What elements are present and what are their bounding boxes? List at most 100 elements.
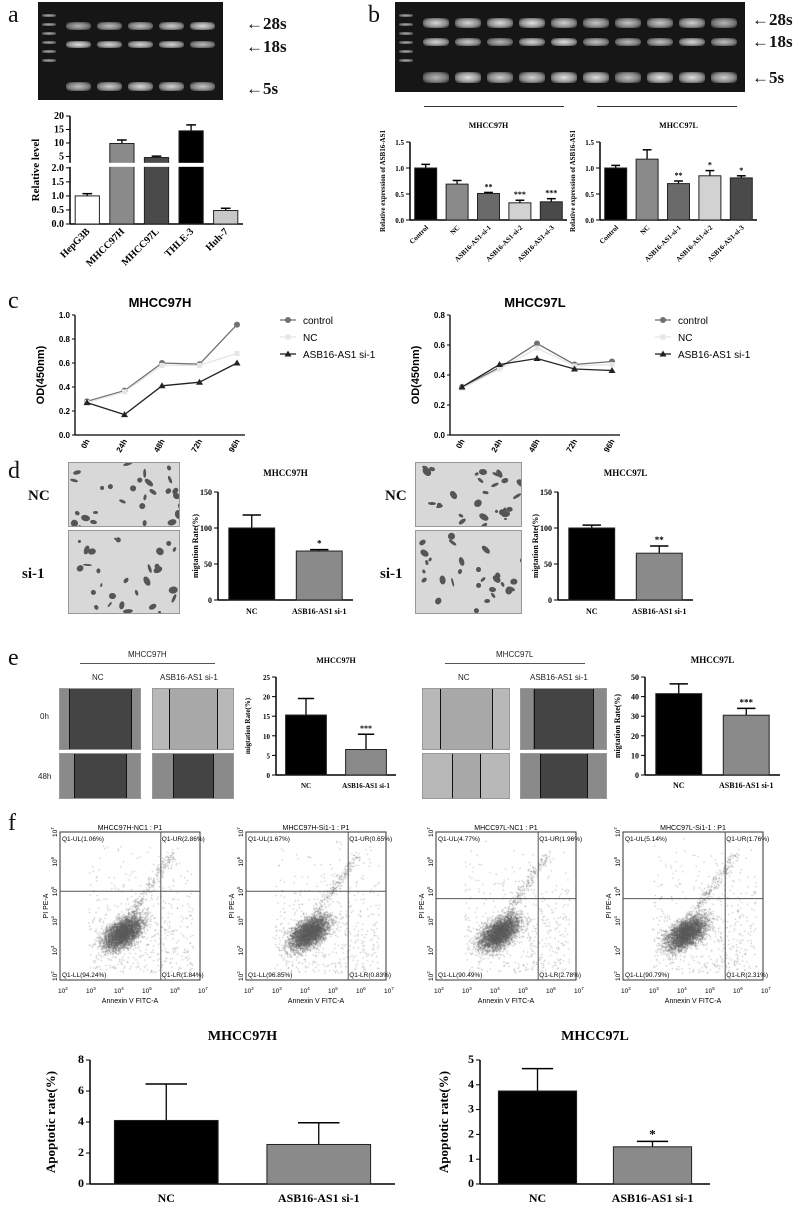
x-tick-label: 107 [198, 986, 208, 995]
y-tick-label: 50 [204, 560, 212, 569]
cell [438, 575, 446, 586]
wound-edge-line [169, 689, 170, 749]
y-tick-label: 0.8 [59, 335, 71, 344]
rna-gel-image-b [395, 2, 745, 92]
rna-band [128, 82, 153, 92]
cell [108, 592, 116, 599]
wound-edge-line [452, 754, 454, 798]
wound-edge-line [126, 754, 127, 798]
bar-NC [655, 693, 703, 776]
col-label-nc: NC [458, 673, 470, 682]
x-tick-label: 104 [114, 986, 124, 995]
x-tick-label: 103 [86, 986, 96, 995]
cell [122, 576, 130, 584]
legend-label: control [303, 316, 333, 327]
rna-band [97, 82, 122, 92]
panel-letter-c: c [8, 288, 19, 314]
data-point [197, 362, 202, 368]
x-tick-label: NC [639, 224, 652, 237]
y-tick-label: 10 [631, 751, 639, 760]
x-tick-label: 106 [356, 986, 366, 995]
legend-marker [285, 334, 291, 340]
y-tick-label: 105 [236, 886, 245, 896]
bar-HepG3B [74, 195, 100, 225]
x-tick-label: 72h [565, 437, 580, 454]
cell [164, 539, 172, 547]
y-tick-label: 20 [54, 111, 64, 122]
cell [166, 517, 178, 526]
cell [142, 520, 147, 526]
chart-title: MHCC97H [469, 121, 509, 130]
rna-band [519, 38, 545, 46]
x-tick-label: 107 [761, 986, 771, 995]
cell [90, 589, 98, 597]
x-tick-label: 0h [454, 437, 467, 450]
x-tick-label: 107 [384, 986, 394, 995]
x-tick-label: NC [673, 781, 685, 790]
cell-line-label: MHCC97L [496, 650, 534, 659]
group-line [597, 106, 737, 107]
y-axis-label: OD(450nm) [410, 345, 422, 404]
legend-label: ASB16-AS1 si-1 [678, 350, 751, 361]
data-point [608, 367, 616, 373]
y-tick-label: 50 [544, 560, 552, 569]
cell [129, 484, 138, 493]
x-tick-label: 107 [574, 986, 584, 995]
chart-transwell-mhcc97l: MHCC97L migtation Rate(%) 0 50 100 150 NC ** ASB… [531, 468, 693, 616]
ladder-band [42, 14, 56, 17]
x-tick-label: NC [586, 607, 598, 616]
chart-cck8-mhcc97h: MHCC97H OD(450nm) 0.0 0.2 0.4 0.6 0.8 1.0 0h 24h 4… [35, 295, 376, 454]
cell [448, 489, 459, 501]
ladder-band [42, 59, 56, 62]
data-point [609, 362, 615, 367]
chart-title: MHCC97H [129, 295, 192, 310]
wound-image [422, 753, 510, 799]
gel-label-28s: ←28s [752, 10, 793, 29]
wound-edge-line [131, 689, 133, 749]
data-point [534, 345, 540, 351]
x-tick-label: 105 [328, 986, 338, 995]
rna-band [711, 72, 737, 84]
cell [457, 556, 466, 568]
y-tick-label: 0.4 [59, 383, 71, 392]
x-tick-label: ASB16-AS1 si-1 [292, 607, 346, 616]
gel-label-5s: ←5s [752, 68, 785, 87]
rna-band [583, 18, 609, 29]
y-tick-label: 107 [426, 827, 435, 837]
cell [173, 509, 179, 520]
cell [428, 557, 433, 563]
y-tick-label: 104 [613, 916, 622, 926]
row-label-si1: si-1 [22, 566, 45, 582]
x-tick-label: 104 [300, 986, 310, 995]
bar-ASB16-AS1 si-1 [295, 550, 343, 601]
data-point [158, 382, 166, 389]
significance-label: * [649, 1126, 656, 1141]
cell [424, 560, 429, 566]
rna-band [519, 18, 545, 29]
data-point [458, 383, 466, 390]
y-tick-label: 0.0 [59, 431, 71, 440]
y-tick-label: 104 [236, 916, 245, 926]
rna-band [190, 21, 215, 30]
cell [171, 593, 177, 603]
flow-cytometry-plot: MHCC97H-NC1 : P1Q1-UL(1.06%)Q1-UR(2.86%)… [42, 822, 227, 1010]
x-tick-label: Control [408, 224, 430, 246]
legend-marker [660, 317, 666, 323]
y-tick-label: 1.5 [52, 177, 65, 188]
data-point [234, 321, 240, 328]
y-tick-label: 1.0 [395, 165, 404, 173]
rna-band [551, 18, 577, 29]
cell [457, 568, 463, 575]
cell [87, 547, 97, 556]
x-tick-label: NC [449, 224, 462, 237]
cell [483, 598, 491, 604]
y-tick-label: 104 [50, 916, 59, 926]
scatter-points [60, 832, 200, 980]
panel-letter-a: a [8, 2, 19, 28]
scatter-points [246, 832, 386, 980]
cell [172, 546, 177, 553]
y-tick-label: 106 [426, 856, 435, 866]
y-tick-label: 5 [59, 151, 64, 162]
cell [476, 476, 485, 484]
